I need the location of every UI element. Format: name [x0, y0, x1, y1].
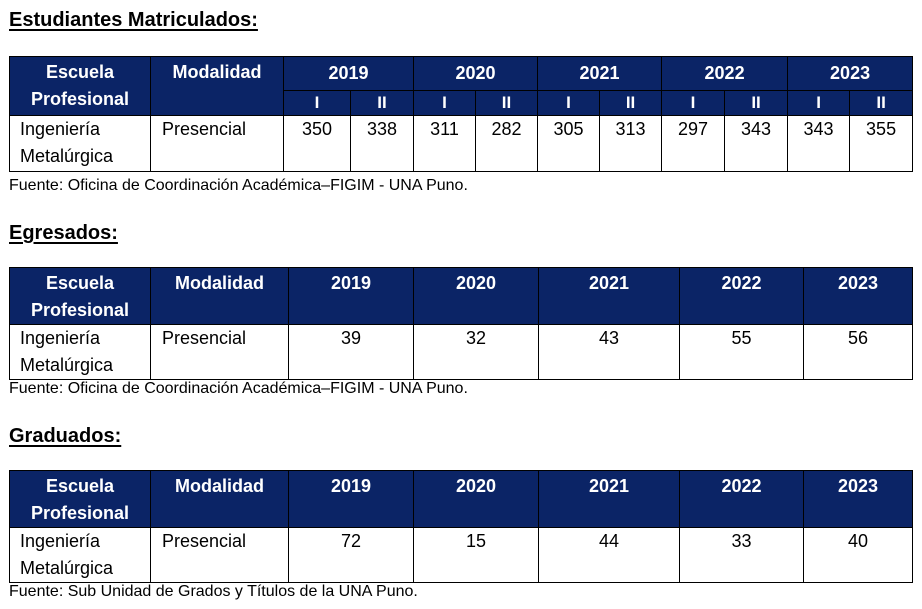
header-semester: I — [413, 90, 477, 116]
header-semester: II — [599, 90, 663, 116]
value-cell: 44 — [538, 527, 680, 583]
header-year: 2019 — [288, 470, 414, 528]
value-cell: 72 — [288, 527, 414, 583]
graduates-source-note: Fuente: Oficina de Coordinación Académic… — [9, 380, 468, 397]
school-cell: Ingeniería Metalúrgica — [9, 527, 151, 583]
header-year: 2021 — [537, 56, 663, 91]
header-year: 2022 — [679, 470, 804, 528]
header-semester: I — [283, 90, 351, 116]
degrees-source-note: Fuente: Sub Unidad de Grados y Títulos d… — [9, 583, 418, 600]
value-cell: 55 — [679, 324, 804, 380]
enrolled-table: Escuela Profesional Modalidad 2019 2020 … — [9, 56, 914, 172]
value-cell: 43 — [538, 324, 680, 380]
value-cell: 355 — [849, 115, 914, 172]
header-year: 2022 — [679, 267, 804, 325]
header-year: 2023 — [803, 470, 913, 528]
header-year: 2023 — [803, 267, 913, 325]
value-cell: 313 — [599, 115, 663, 172]
header-semester: II — [349, 90, 415, 116]
header-mode: Modalidad — [150, 470, 289, 528]
enrolled-source-note: Fuente: Oficina de Coordinación Académic… — [9, 177, 468, 194]
value-cell: 282 — [475, 115, 539, 172]
header-semester: I — [661, 90, 726, 116]
header-semester: II — [475, 90, 539, 116]
value-cell: 350 — [283, 115, 351, 172]
header-year: 2020 — [413, 267, 539, 325]
header-year: 2020 — [413, 470, 539, 528]
value-cell: 343 — [724, 115, 789, 172]
value-cell: 40 — [803, 527, 913, 583]
value-cell: 33 — [679, 527, 804, 583]
header-semester: II — [849, 90, 914, 116]
header-mode: Modalidad — [150, 267, 289, 325]
school-cell: Ingeniería Metalúrgica — [9, 115, 151, 172]
graduates-heading: Egresados: — [9, 222, 118, 244]
header-school: Escuela Profesional — [9, 470, 151, 528]
degrees-table: Escuela Profesional Modalidad 2019 2020 … — [9, 470, 913, 583]
table-row: Ingeniería Metalúrgica Presencial 39 32 … — [9, 324, 913, 380]
value-cell: 305 — [537, 115, 601, 172]
header-year: 2023 — [787, 56, 914, 91]
header-school: Escuela Profesional — [9, 267, 151, 325]
header-semester: II — [724, 90, 789, 116]
header-year: 2020 — [413, 56, 539, 91]
value-cell: 15 — [413, 527, 539, 583]
value-cell: 338 — [349, 115, 415, 172]
header-year: 2019 — [288, 267, 414, 325]
table-row: Ingeniería Metalúrgica Presencial 72 15 … — [9, 527, 913, 583]
header-year: 2022 — [661, 56, 789, 91]
value-cell: 343 — [787, 115, 851, 172]
mode-cell: Presencial — [150, 324, 289, 380]
header-mode: Modalidad — [150, 56, 284, 116]
header-year: 2021 — [538, 267, 680, 325]
degrees-heading: Graduados: — [9, 425, 122, 447]
mode-cell: Presencial — [150, 527, 289, 583]
header-year: 2019 — [282, 56, 415, 91]
mode-cell: Presencial — [150, 115, 284, 172]
header-semester: I — [787, 90, 851, 116]
value-cell: 56 — [803, 324, 913, 380]
school-cell: Ingeniería Metalúrgica — [9, 324, 151, 380]
table-row: Ingeniería Metalúrgica Presencial 350 33… — [9, 115, 914, 172]
value-cell: 311 — [413, 115, 477, 172]
value-cell: 32 — [413, 324, 539, 380]
enrolled-heading: Estudiantes Matriculados: — [9, 9, 258, 31]
value-cell: 297 — [661, 115, 726, 172]
graduates-table: Escuela Profesional Modalidad 2019 2020 … — [9, 267, 913, 380]
value-cell: 39 — [288, 324, 414, 380]
header-school: Escuela Profesional — [9, 56, 151, 116]
header-semester: I — [537, 90, 601, 116]
header-year: 2021 — [538, 470, 680, 528]
